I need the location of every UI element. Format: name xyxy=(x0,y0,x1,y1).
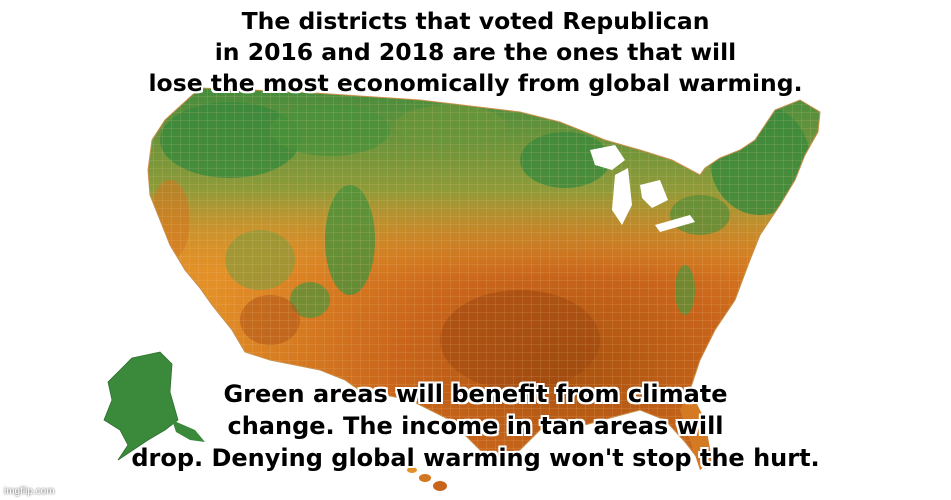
bottom-caption-line-3: drop. Denying global warming won't stop … xyxy=(131,444,820,472)
top-caption-line-3: lose the most economically from global w… xyxy=(148,69,803,97)
top-caption-line-1: The districts that voted Republican xyxy=(241,7,710,35)
bottom-caption-line-2: change. The income in tan areas will xyxy=(227,412,724,440)
imgflip-watermark: imgflip.com xyxy=(4,486,55,497)
top-caption: The districts that voted Republican in 2… xyxy=(0,6,951,99)
bottom-caption: Green areas will benefit from climate ch… xyxy=(0,378,951,474)
hawaii-islands xyxy=(407,467,447,491)
bottom-caption-line-1: Green areas will benefit from climate xyxy=(223,380,728,408)
top-caption-line-2: in 2016 and 2018 are the ones that will xyxy=(214,38,737,66)
